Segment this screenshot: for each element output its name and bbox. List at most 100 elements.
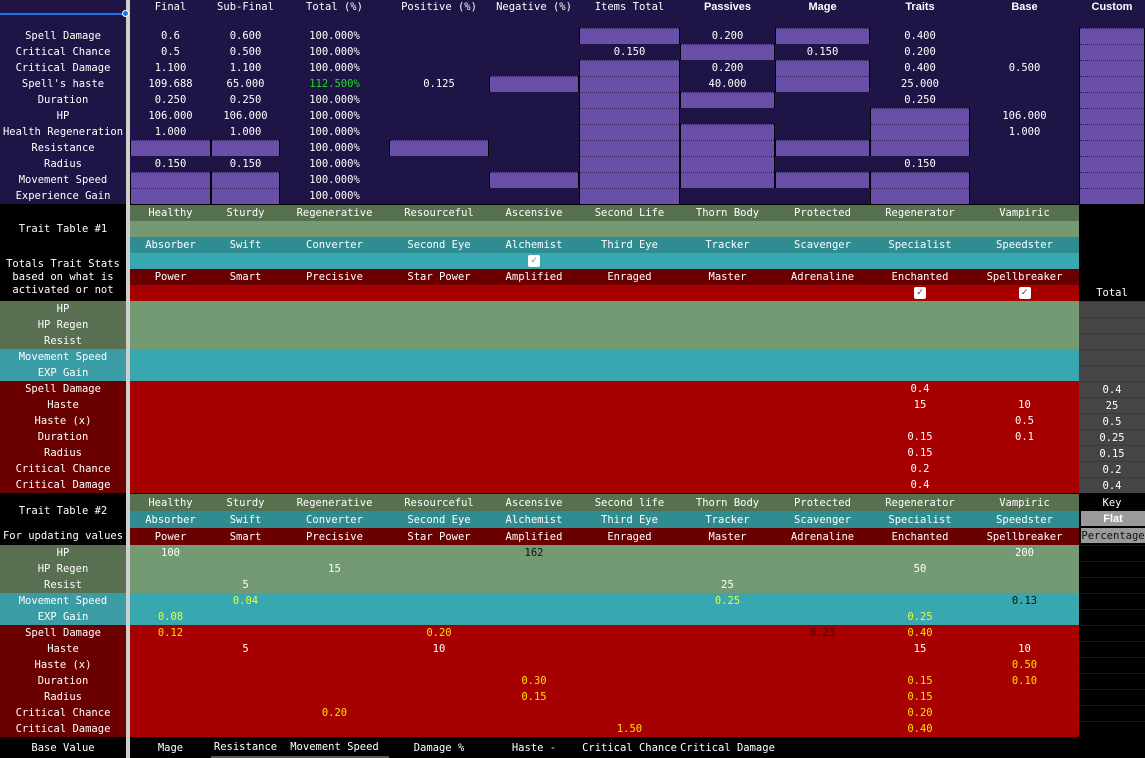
stat-cell[interactable]: 106.000 bbox=[130, 108, 211, 124]
stat-cell[interactable] bbox=[775, 108, 870, 124]
trait-value-cell[interactable]: 5 bbox=[211, 577, 280, 593]
trait-toggle-cell[interactable] bbox=[680, 285, 775, 301]
trait-value-cell[interactable] bbox=[130, 705, 211, 721]
stat-cell[interactable] bbox=[389, 44, 489, 60]
stat-cell[interactable]: 0.150 bbox=[130, 156, 211, 172]
trait-stat-cell[interactable] bbox=[211, 317, 280, 333]
trait-stat-cell[interactable] bbox=[775, 333, 870, 349]
trait-toggle-cell[interactable] bbox=[775, 221, 870, 237]
trait-stat-cell[interactable] bbox=[489, 413, 579, 429]
trait-value-cell[interactable] bbox=[579, 561, 680, 577]
stat-cell[interactable] bbox=[389, 92, 489, 108]
selection-handle[interactable] bbox=[122, 10, 129, 17]
stat-cell[interactable] bbox=[1080, 172, 1144, 188]
trait-stat-cell[interactable] bbox=[280, 381, 389, 397]
column-header[interactable]: Negative (%) bbox=[489, 0, 579, 14]
stat-cell[interactable]: 112.500% bbox=[280, 76, 389, 92]
column-header[interactable]: Traits bbox=[870, 0, 970, 14]
stat-cell[interactable]: 1.000 bbox=[970, 124, 1079, 140]
empty-cell[interactable] bbox=[579, 14, 680, 28]
trait-toggle-cell[interactable] bbox=[280, 221, 389, 237]
stat-cell[interactable] bbox=[580, 188, 679, 204]
trait-value-cell[interactable]: 15 bbox=[870, 641, 970, 657]
stat-cell[interactable] bbox=[970, 44, 1079, 60]
trait-value-cell[interactable] bbox=[389, 545, 489, 561]
trait-stat-cell[interactable] bbox=[489, 381, 579, 397]
trait-value-cell[interactable] bbox=[970, 689, 1079, 705]
stat-cell[interactable]: 100.000% bbox=[280, 140, 389, 156]
trait-stat-cell[interactable] bbox=[579, 397, 680, 413]
trait-stat-cell[interactable] bbox=[280, 317, 389, 333]
trait-value-cell[interactable] bbox=[280, 545, 389, 561]
stat-cell[interactable] bbox=[1080, 124, 1144, 140]
trait-value-cell[interactable] bbox=[130, 593, 211, 609]
trait-stat-cell[interactable] bbox=[389, 317, 489, 333]
trait-value-cell[interactable]: 0.13 bbox=[970, 593, 1079, 609]
empty-cell[interactable] bbox=[1079, 14, 1145, 28]
trait-stat-cell[interactable] bbox=[489, 429, 579, 445]
trait-stat-cell[interactable] bbox=[211, 301, 280, 317]
stat-cell[interactable] bbox=[970, 188, 1079, 204]
trait-value-cell[interactable]: 0.25 bbox=[680, 593, 775, 609]
trait-value-cell[interactable] bbox=[489, 561, 579, 577]
trait-stat-cell[interactable] bbox=[130, 397, 211, 413]
trait-value-cell[interactable] bbox=[579, 545, 680, 561]
empty-cell[interactable] bbox=[130, 14, 211, 28]
stat-cell[interactable] bbox=[680, 108, 775, 124]
stat-cell[interactable] bbox=[681, 172, 774, 188]
trait-value-cell[interactable] bbox=[280, 657, 389, 673]
stat-cell[interactable] bbox=[776, 172, 869, 188]
trait-value-cell[interactable] bbox=[211, 721, 280, 737]
trait-stat-cell[interactable] bbox=[211, 413, 280, 429]
trait-value-cell[interactable] bbox=[389, 561, 489, 577]
trait-stat-cell[interactable]: 0.2 bbox=[870, 461, 970, 477]
trait-value-cell[interactable] bbox=[870, 657, 970, 673]
stat-cell[interactable] bbox=[970, 28, 1079, 44]
stat-cell[interactable]: 0.150 bbox=[579, 44, 680, 60]
trait-value-cell[interactable] bbox=[280, 625, 389, 641]
stat-cell[interactable]: 100.000% bbox=[280, 60, 389, 76]
stat-cell[interactable] bbox=[776, 76, 869, 92]
trait-value-cell[interactable] bbox=[970, 609, 1079, 625]
trait-stat-cell[interactable] bbox=[870, 333, 970, 349]
trait-stat-cell[interactable] bbox=[489, 301, 579, 317]
stat-cell[interactable] bbox=[775, 92, 870, 108]
trait-value-cell[interactable] bbox=[489, 641, 579, 657]
stat-cell[interactable] bbox=[489, 108, 579, 124]
trait-value-cell[interactable] bbox=[130, 561, 211, 577]
stat-cell[interactable]: 106.000 bbox=[970, 108, 1079, 124]
trait-toggle-cell[interactable] bbox=[870, 221, 970, 237]
corner-cell[interactable] bbox=[0, 0, 126, 14]
stat-cell[interactable]: 0.125 bbox=[389, 76, 489, 92]
trait-stat-cell[interactable] bbox=[389, 301, 489, 317]
trait-value-cell[interactable]: 0.15 bbox=[870, 673, 970, 689]
stat-cell[interactable]: 106.000 bbox=[211, 108, 280, 124]
stat-cell[interactable] bbox=[775, 188, 870, 204]
trait-toggle-cell[interactable]: ✓ bbox=[970, 285, 1079, 301]
stat-cell[interactable]: 0.200 bbox=[870, 44, 970, 60]
trait-stat-cell[interactable] bbox=[211, 461, 280, 477]
stat-cell[interactable] bbox=[389, 28, 489, 44]
trait-value-cell[interactable]: 0.30 bbox=[489, 673, 579, 689]
stat-cell[interactable]: 0.400 bbox=[870, 28, 970, 44]
trait-toggle-cell[interactable] bbox=[211, 221, 280, 237]
trait-value-cell[interactable] bbox=[970, 561, 1079, 577]
trait-stat-cell[interactable] bbox=[211, 381, 280, 397]
stat-cell[interactable] bbox=[389, 188, 489, 204]
stat-cell[interactable]: 0.150 bbox=[775, 44, 870, 60]
trait-value-cell[interactable]: 0.40 bbox=[870, 721, 970, 737]
trait-value-cell[interactable] bbox=[775, 641, 870, 657]
trait-toggle-cell[interactable] bbox=[680, 221, 775, 237]
trait-value-cell[interactable] bbox=[680, 609, 775, 625]
trait-stat-cell[interactable] bbox=[775, 381, 870, 397]
stat-cell[interactable]: 100.000% bbox=[280, 44, 389, 60]
empty-cell[interactable] bbox=[970, 14, 1079, 28]
column-header[interactable]: Positive (%) bbox=[389, 0, 489, 14]
trait-stat-cell[interactable] bbox=[489, 461, 579, 477]
trait-value-cell[interactable]: 1.50 bbox=[579, 721, 680, 737]
stat-cell[interactable] bbox=[970, 76, 1079, 92]
trait-stat-cell[interactable] bbox=[579, 477, 680, 493]
trait-stat-cell[interactable] bbox=[579, 301, 680, 317]
stat-cell[interactable]: 100.000% bbox=[280, 28, 389, 44]
trait-value-cell[interactable]: 25 bbox=[680, 577, 775, 593]
